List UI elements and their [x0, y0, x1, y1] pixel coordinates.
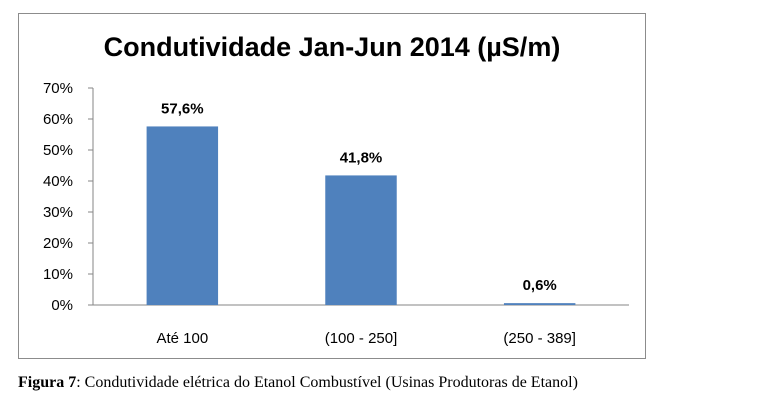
y-tick-label: 50%: [43, 142, 73, 159]
x-tick-label: (100 - 250]: [325, 330, 398, 347]
data-labels: 57,6% 41,8% 0,6%: [161, 100, 557, 294]
y-tick-label: 20%: [43, 235, 73, 252]
y-tick-label: 10%: [43, 266, 73, 283]
chart-title: Condutividade Jan-Jun 2014 (µS/m): [104, 32, 561, 62]
y-tick-label: 60%: [43, 111, 73, 128]
caption-text: : Condutividade elétrica do Etanol Combu…: [76, 374, 578, 391]
y-tick-label: 0%: [51, 297, 73, 314]
figure-caption: Figura 7: Condutividade elétrica do Etan…: [18, 374, 778, 392]
data-label: 41,8%: [340, 149, 383, 166]
bar: [503, 303, 576, 305]
bar: [325, 175, 397, 305]
x-axis-ticks: Até 100 (100 - 250] (250 - 389]: [156, 330, 575, 347]
data-label: 0,6%: [523, 277, 557, 294]
x-tick-label: Até 100: [156, 330, 208, 347]
y-axis-ticks: 0% 10% 20% 30% 40% 50% 60% 70%: [43, 80, 93, 314]
bar: [146, 126, 219, 305]
x-tick-label: (250 - 389]: [503, 330, 576, 347]
caption-label: Figura 7: [18, 374, 77, 391]
y-tick-label: 40%: [43, 173, 73, 190]
data-label: 57,6%: [161, 100, 204, 117]
y-tick-label: 70%: [43, 80, 73, 97]
bars: [146, 126, 576, 305]
y-tick-label: 30%: [43, 204, 73, 221]
bar-chart: Condutividade Jan-Jun 2014 (µS/m) 0% 10% 2…: [43, 32, 629, 347]
